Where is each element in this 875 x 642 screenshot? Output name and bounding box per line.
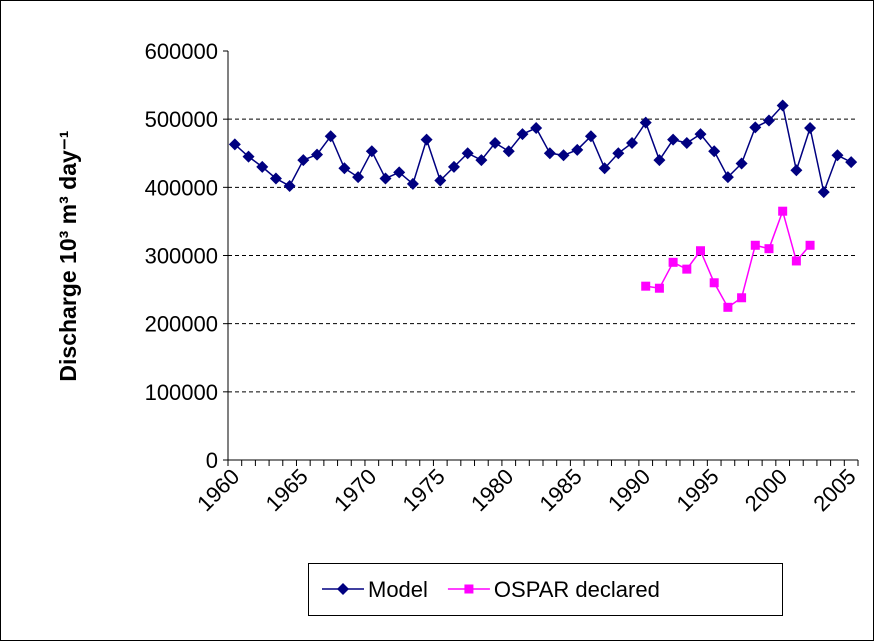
data-point <box>696 246 705 256</box>
data-point <box>750 240 760 250</box>
data-point <box>571 143 584 156</box>
data-point <box>283 179 296 192</box>
data-point <box>667 133 680 146</box>
data-point <box>654 283 664 293</box>
legend-label: Model <box>368 577 428 602</box>
data-point <box>626 137 639 150</box>
data-point <box>682 264 692 274</box>
data-point <box>778 206 788 216</box>
data-point <box>764 244 774 254</box>
data-point <box>804 122 817 135</box>
data-point <box>694 128 707 141</box>
data-point <box>379 172 392 185</box>
data-point <box>352 171 365 184</box>
data-point <box>256 160 269 173</box>
data-point <box>475 154 488 167</box>
data-point <box>434 174 447 187</box>
data-point <box>791 256 801 266</box>
data-point <box>845 156 858 169</box>
data-point <box>228 138 241 151</box>
data-point <box>776 99 789 112</box>
data-point <box>461 147 474 160</box>
data-point <box>723 302 733 312</box>
series-line <box>234 103 852 195</box>
data-point <box>737 293 747 303</box>
data-point <box>365 145 378 158</box>
data-point <box>543 147 556 160</box>
data-point <box>297 154 310 167</box>
data-point <box>709 278 719 288</box>
data-point <box>406 177 419 190</box>
data-point <box>831 149 844 162</box>
data-point <box>641 281 651 291</box>
data-point <box>420 133 433 146</box>
y-tick-label: 500000 <box>145 107 218 132</box>
data-point <box>598 162 611 175</box>
data-point <box>324 130 337 143</box>
data-point <box>584 130 597 143</box>
data-point <box>708 145 721 158</box>
data-point <box>639 116 652 129</box>
y-tick-label: 100000 <box>145 380 218 405</box>
data-point <box>653 154 666 167</box>
data-point <box>269 172 282 185</box>
data-point <box>530 122 543 135</box>
data-point <box>612 147 625 160</box>
data-point <box>447 160 460 173</box>
data-point <box>762 114 775 127</box>
data-point <box>242 150 255 163</box>
legend-frame <box>308 563 783 616</box>
data-point <box>805 240 815 250</box>
data-point <box>516 128 529 141</box>
data-point <box>817 186 830 199</box>
data-point <box>735 157 748 170</box>
y-tick-label: 200000 <box>145 312 218 337</box>
y-tick-label: 300000 <box>145 244 218 269</box>
legend-marker <box>464 584 474 594</box>
data-point <box>338 162 351 175</box>
legend-label: OSPAR declared <box>494 577 660 602</box>
data-point <box>721 171 734 184</box>
data-point <box>489 137 502 150</box>
data-point <box>668 257 678 267</box>
legend: Model OSPAR declared <box>308 563 783 616</box>
data-point <box>311 148 324 161</box>
data-point <box>790 164 803 177</box>
y-tick-label: 600000 <box>145 39 218 64</box>
data-point <box>393 166 406 179</box>
data-point <box>557 149 570 162</box>
data-point <box>680 137 693 150</box>
y-tick-label: 400000 <box>145 175 218 200</box>
y-axis-label: Discharge 10³ m³ day⁻¹ <box>55 130 81 381</box>
legend-marker <box>337 583 349 595</box>
data-point <box>502 145 515 158</box>
y-tick-label: 0 <box>206 448 218 473</box>
data-point <box>749 121 762 134</box>
